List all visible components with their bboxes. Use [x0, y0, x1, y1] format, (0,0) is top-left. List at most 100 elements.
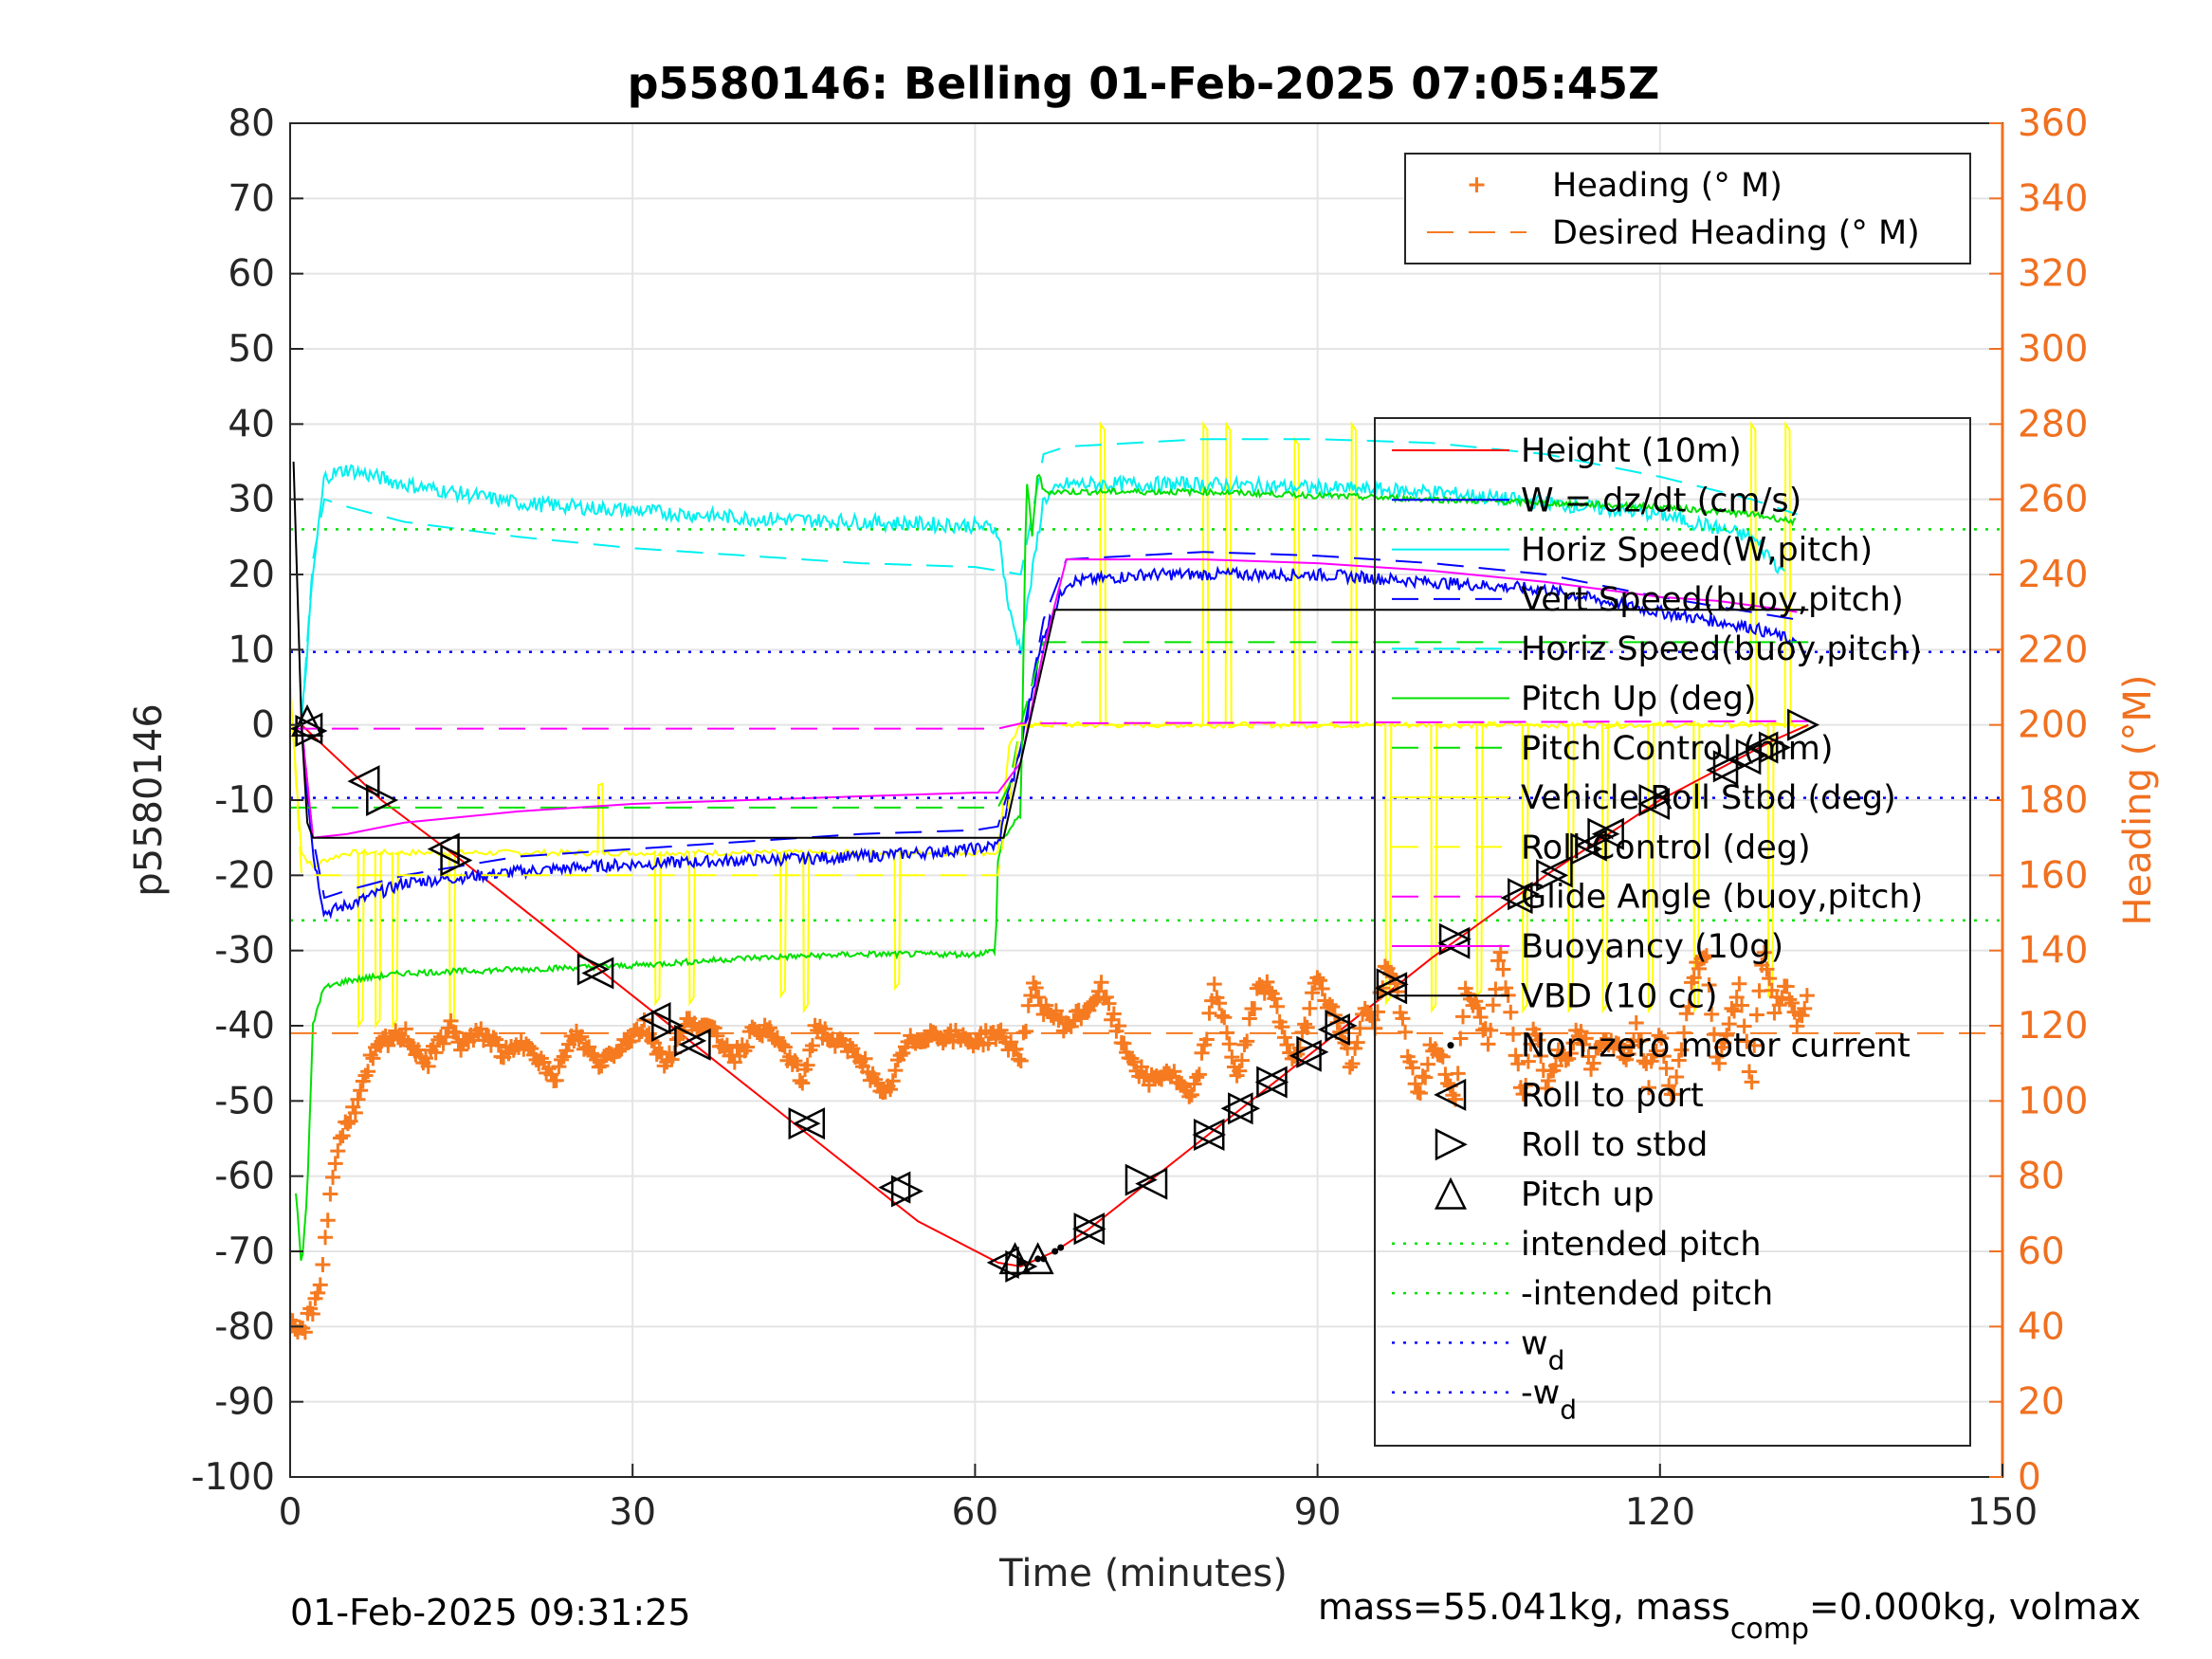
heading-point — [1686, 970, 1702, 986]
marker-roll-port — [793, 1107, 826, 1140]
legend-main-item: Glide Angle (buoy,pitch) — [1392, 879, 1923, 917]
y-tick-label: 20 — [228, 554, 275, 596]
heading-point — [857, 1050, 873, 1066]
heading-point — [318, 1230, 334, 1246]
heading-point — [1741, 1064, 1757, 1080]
series-2 — [301, 464, 1785, 720]
legend-main-label: W = dz/dt (cm/s) — [1521, 482, 1801, 520]
heading-point — [1419, 1056, 1435, 1072]
heading-point — [611, 1043, 627, 1059]
heading-point — [1762, 971, 1778, 987]
legend-top-box — [1404, 153, 1971, 264]
heading-point — [883, 1082, 899, 1098]
legend-main-label: Roll to stbd — [1521, 1126, 1708, 1164]
marker-roll-port — [1220, 1092, 1253, 1125]
footer-mass-sub: comp — [1730, 1613, 1809, 1646]
motor-current-dot — [1017, 1259, 1025, 1267]
heading-point — [1267, 991, 1283, 1007]
heading-point — [709, 1028, 725, 1044]
heading-point — [1661, 1078, 1677, 1094]
heading-point — [1744, 1074, 1760, 1090]
heading-point — [1013, 1052, 1029, 1068]
y2-tick-label: 80 — [2018, 1156, 2065, 1198]
heading-point — [1395, 1011, 1411, 1027]
heading-point — [1470, 1000, 1486, 1016]
legend-top-label: Heading (° M) — [1552, 167, 1782, 205]
heading-point — [1671, 1052, 1687, 1068]
heading-point — [1731, 975, 1747, 992]
heading-point — [664, 1051, 680, 1067]
marker-roll-port — [1135, 1167, 1168, 1200]
heading-point — [1093, 975, 1109, 991]
series-3 — [301, 551, 1798, 900]
x-tick-label: 60 — [952, 1491, 999, 1534]
heading-point — [1666, 1086, 1682, 1103]
marker-roll-stbd — [1735, 738, 1768, 772]
legend-swatch — [1447, 1042, 1454, 1049]
legend-main-item: Vehicle Roll Stbd (deg) — [1392, 779, 1896, 817]
y2-tick-label: 160 — [2018, 854, 2088, 897]
y-tick-label: 70 — [228, 177, 275, 220]
heading-point — [1236, 1037, 1252, 1053]
heading-point — [1344, 1055, 1361, 1071]
legend-top-item: Heading (° M) — [1469, 167, 1782, 205]
heading-point — [330, 1143, 346, 1159]
heading-point — [641, 1026, 657, 1042]
y-tick-label: -100 — [191, 1456, 275, 1499]
y2-tick-label: 220 — [2018, 629, 2088, 671]
footer-timestamp: 01-Feb-2025 09:31:25 — [290, 1592, 691, 1633]
y2-tick-label: 260 — [2018, 479, 2088, 521]
heading-point — [1490, 953, 1507, 969]
heading-point — [1724, 1000, 1740, 1016]
heading-point — [1734, 997, 1750, 1013]
x-tick-label: 150 — [1967, 1491, 2038, 1534]
heading-point — [1398, 1024, 1414, 1040]
heading-point — [571, 1031, 587, 1048]
legend-main-label: Glide Angle (buoy,pitch) — [1521, 879, 1923, 917]
heading-point — [1453, 1030, 1469, 1047]
heading-point — [347, 1104, 363, 1121]
heading-point — [435, 1035, 451, 1051]
y-tick-label: 60 — [228, 253, 275, 296]
heading-point — [1111, 1018, 1127, 1034]
marker-roll-port — [1591, 817, 1624, 850]
marker-pitch-up — [998, 1242, 1032, 1275]
heading-point — [1634, 1032, 1650, 1048]
motor-current-dot — [1034, 1255, 1042, 1263]
heading-point — [988, 1031, 1004, 1048]
heading-point — [993, 1022, 1009, 1038]
marker-roll-stbd — [1508, 878, 1541, 911]
legend-main-item: Vert Speed(buoy,pitch) — [1392, 581, 1904, 619]
heading-point — [1259, 974, 1275, 990]
heading-point — [1086, 994, 1102, 1010]
marker-roll-stbd — [1073, 1212, 1106, 1246]
heading-point — [1721, 1016, 1737, 1032]
heading-point — [885, 1073, 901, 1089]
legend-swatch — [1469, 177, 1485, 192]
heading-point — [775, 1037, 791, 1053]
heading-point — [1369, 1004, 1385, 1020]
heading-point — [1349, 1034, 1365, 1050]
heading-point — [1412, 1085, 1428, 1102]
heading-point — [1520, 1053, 1536, 1069]
legend-top-item: Desired Heading (° M) — [1427, 214, 1920, 252]
y-tick-label: -90 — [214, 1381, 275, 1424]
marker-roll-stbd — [1787, 708, 1820, 741]
heading-point — [761, 1020, 777, 1036]
heading-point — [1518, 1077, 1534, 1093]
legend-main-item: Pitch Control (mm) — [1392, 730, 1833, 768]
legend-main-item: Height (10m) — [1392, 432, 1742, 470]
series-7 — [290, 680, 1809, 877]
heading-point — [1783, 994, 1800, 1011]
heading-point — [869, 1075, 886, 1091]
heading-point — [845, 1041, 861, 1057]
heading-point — [448, 1025, 464, 1041]
heading-point — [1405, 1060, 1421, 1076]
series-8 — [290, 720, 1809, 730]
y2-tick-label: 300 — [2018, 328, 2088, 371]
heading-point — [1719, 1028, 1735, 1044]
y-tick-label: 50 — [228, 328, 275, 371]
heading-point — [1578, 1030, 1594, 1047]
legend-main-label: Vert Speed(buoy,pitch) — [1521, 581, 1904, 619]
heading-point — [1262, 983, 1278, 999]
